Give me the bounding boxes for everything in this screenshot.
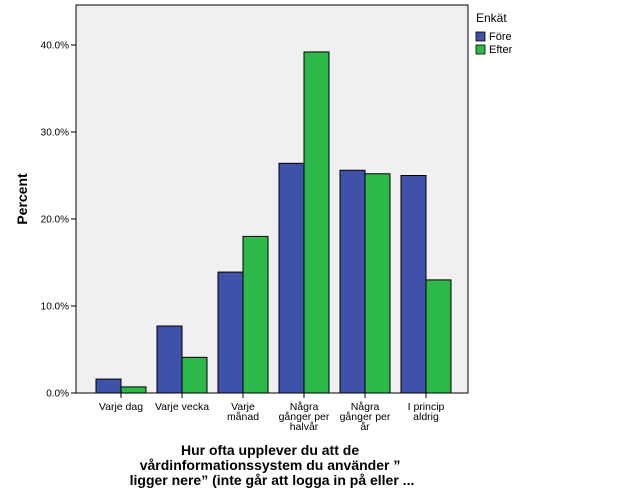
bar-fore-5 [339, 169, 366, 394]
y-tick-label: 40.0% [41, 41, 69, 52]
x-category-label-line: gånger per [279, 411, 330, 423]
x-category-label: Varje dag [99, 401, 143, 413]
x-category-label-line: I princip [408, 401, 445, 413]
x-category-label: Några gånger per år [340, 401, 391, 433]
x-category-label-line: månad [227, 411, 259, 423]
x-axis-label-line-3: ligger nere” (inte går att logga in på e… [130, 472, 415, 488]
x-axis-label: Hur ofta upplever du att de vårdinformat… [130, 442, 415, 488]
bar-efter-2 [181, 356, 208, 394]
x-category-label-line: Varje [231, 401, 255, 413]
bar-fore-6 [400, 175, 427, 394]
bar-efter-6 [425, 279, 452, 394]
x-category-label-line: Varje vecka [155, 401, 209, 413]
bar-fore-3 [217, 271, 244, 394]
legend-title: Enkät [476, 11, 507, 25]
x-category-label-line: gånger per [340, 411, 391, 423]
y-tick-label: 0.0% [46, 389, 69, 400]
x-axis-label-line-1: Hur ofta upplever du att de [181, 442, 359, 458]
bar-efter-4 [303, 51, 330, 394]
legend-label-efter: Efter [489, 44, 513, 56]
y-axis-label: Percent [14, 173, 30, 225]
y-tick-label: 10.0% [41, 302, 69, 313]
x-category-label: Några gånger per halvår [279, 401, 330, 433]
bar-efter-3 [242, 235, 269, 394]
x-category-label: I princip aldrig [408, 401, 445, 423]
x-category-label: Varje vecka [155, 401, 209, 413]
legend-swatch-efter [475, 44, 486, 55]
bar-efter-5 [364, 173, 391, 394]
legend-swatch-fore [475, 31, 486, 42]
x-category-label-line: år [360, 421, 370, 433]
bar-fore-4 [278, 162, 305, 394]
x-category-label-line: Varje dag [99, 401, 143, 413]
bar-fore-2 [156, 325, 183, 394]
x-category-label-line: halvår [290, 421, 319, 433]
bar-fore-1 [95, 378, 122, 394]
x-category-label-line: aldrig [413, 411, 439, 423]
y-tick-label: 20.0% [41, 215, 69, 226]
x-category-label-line: Några [290, 401, 319, 413]
legend: Enkät Före Efter [475, 11, 513, 56]
y-axis: 0.0% 10.0% 20.0% 30.0% 40.0% [41, 41, 76, 400]
x-category-label-line: Några [351, 401, 380, 413]
legend-label-fore: Före [489, 31, 512, 43]
x-axis-label-line-2: vårdinformationssystem du använder ” [140, 457, 401, 473]
bars [95, 51, 452, 394]
x-category-label: Varje månad [227, 401, 259, 423]
bar-efter-1 [120, 386, 147, 394]
y-tick-label: 30.0% [41, 128, 69, 139]
